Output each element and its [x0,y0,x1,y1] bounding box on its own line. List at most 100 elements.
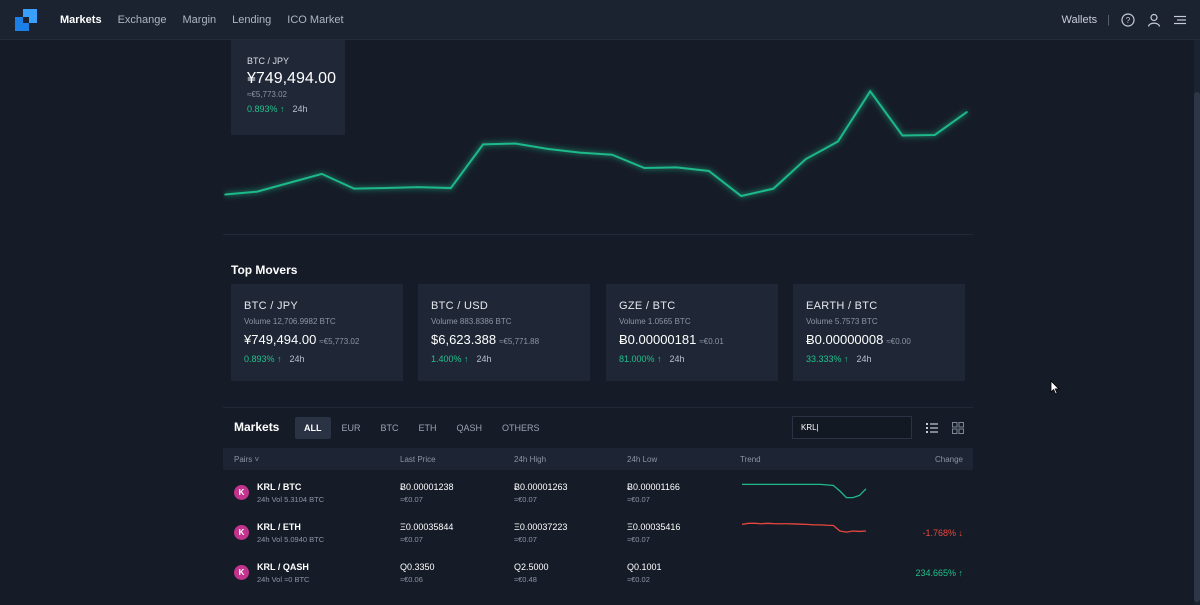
markets-table-header: Pairs ˅ Last Price 24h High 24h Low Tren… [223,448,973,470]
last-price: Q0.3350 [400,562,435,572]
price-point [837,140,839,143]
ticker-pair: BTC / JPY [247,56,290,66]
arrow-up-icon: ↑ [657,354,662,364]
high-price: Ƀ0.00001263 [514,482,568,492]
arrow-up-icon: ↑ [958,568,964,578]
price-point [643,167,646,169]
help-icon[interactable]: ? [1120,12,1136,28]
user-icon[interactable] [1146,12,1162,28]
price-point [708,170,710,172]
mover-pair: EARTH / BTC [806,300,878,312]
mover-pair: BTC / USD [431,300,489,312]
list-view-icon[interactable] [925,421,939,435]
table-row[interactable]: K KRL / ETH 24h Vol 5.0940 BTC Ξ0.000358… [223,512,973,552]
low-price-eur: ≈€0.07 [627,495,650,504]
price-point [514,142,517,145]
filter-tab-eur[interactable]: EUR [341,423,361,433]
mouse-cursor-icon [1050,380,1060,395]
mover-period: 24h [669,354,685,364]
price-point [933,134,936,136]
mover-change-value: 81.000% [619,354,655,364]
mover-eur: ≈€5,773.02 [319,337,360,346]
price-point [611,153,613,156]
mover-card-earth-btc[interactable]: EARTH / BTC Volume 5.7573 BTC Ƀ0.0000000… [793,284,965,381]
mover-period: 24h [476,354,492,364]
menu-icon[interactable] [1172,12,1188,28]
col-change[interactable]: Change [934,455,963,464]
ticker-change: 0.893% ↑ 24h [247,104,329,114]
price-point [385,187,388,189]
mover-card-btc-usd[interactable]: BTC / USD Volume 883.8386 BTC $6,623.388… [418,284,590,381]
mover-change-value: 1.400% [431,354,462,364]
filter-tab-others[interactable]: OTHERS [502,423,540,433]
filter-tab-btc[interactable]: BTC [380,423,399,433]
price-point [772,187,775,190]
col-24h-high[interactable]: 24h High [514,455,547,464]
pair-volume: 24h Vol ≈0 BTC [257,575,310,584]
last-price-eur: ≈€0.06 [400,575,423,584]
price-point [224,193,226,196]
btc-jpy-ticker[interactable]: BTC / JPY ¥749,494.00 ≈€5,773.02 0.893% … [231,40,345,135]
mover-volume: Volume 5.7573 BTC [806,317,878,326]
ticker-change-value: 0.893% [247,104,278,114]
mover-price: Ƀ0.00000181 [619,332,697,347]
mover-pair: BTC / JPY [244,300,299,312]
filter-tab-qash[interactable]: QASH [456,423,483,433]
price-chart [224,89,968,198]
mover-volume: Volume 883.8386 BTC [431,317,512,326]
top-navbar: Markets Exchange Margin Lending ICO Mark… [0,0,1200,40]
trend-sparkline [741,522,867,533]
scrollbar-thumb[interactable] [1194,92,1200,602]
markets-divider [223,407,973,408]
table-row[interactable]: K KRL / BTC 24h Vol 5.3104 BTC Ƀ0.000012… [223,472,973,512]
price-point [966,111,968,113]
high-price-eur: ≈€0.48 [514,575,537,584]
market-search-input[interactable]: KRL| [792,416,912,439]
col-pairs[interactable]: Pairs ˅ [234,455,260,464]
table-row[interactable]: K KRL / QASH 24h Vol ≈0 BTC Q0.3350 ≈€0.… [223,552,973,592]
nav-margin[interactable]: Margin [182,14,217,26]
page-scrollbar[interactable] [1194,40,1200,605]
mover-change-value: 33.333% [806,354,842,364]
nav-ico-market[interactable]: ICO Market [287,14,344,26]
mover-card-gze-btc[interactable]: GZE / BTC Volume 1.0565 BTC Ƀ0.00000181 ≈… [606,284,778,381]
trend-sparkline [742,483,867,499]
high-price: Q2.5000 [514,562,549,572]
liquid-logo-icon[interactable] [15,9,37,31]
low-price-eur: ≈€0.02 [627,575,650,584]
high-price-eur: ≈€0.07 [514,535,537,544]
col-last-price[interactable]: Last Price [400,455,436,464]
mover-price-row: $6,623.388 ≈€5,771.88 [431,331,577,349]
price-point [450,187,452,189]
filter-tab-eth[interactable]: ETH [418,423,437,433]
wallets-link[interactable]: Wallets [1061,14,1098,26]
last-price-eur: ≈€0.07 [400,535,423,544]
last-price: Ξ0.00035844 [400,522,454,532]
pair-volume: 24h Vol 5.0940 BTC [257,535,325,544]
high-price-eur: ≈€0.07 [514,495,537,504]
mover-period: 24h [856,354,872,364]
mover-change: 33.333% ↑ 24h [806,354,952,364]
price-point [804,158,807,160]
nav-lending[interactable]: Lending [232,14,272,26]
top-movers-title: Top Movers [231,263,298,277]
ticker-period: 24h [292,104,308,114]
trend-line [742,483,867,499]
markets-title: Markets [234,420,280,434]
price-point [482,143,484,146]
col-24h-low[interactable]: 24h Low [627,455,658,464]
mover-price-row: Ƀ0.00000181 ≈€0.01 [619,331,765,349]
mover-eur: ≈€0.00 [886,337,911,346]
price-point [320,173,323,175]
price-point [353,187,355,190]
grid-view-icon[interactable] [951,421,965,435]
mover-card-btc-jpy[interactable]: BTC / JPY Volume 12,706.9982 BTC ¥749,49… [231,284,403,381]
price-point [901,134,904,137]
nav-markets[interactable]: Markets [60,14,102,26]
price-point [740,195,742,197]
kryll-coin-icon: K [234,485,249,500]
nav-exchange[interactable]: Exchange [117,14,167,26]
filter-tab-all[interactable]: ALL [295,417,331,439]
arrow-up-icon: ↑ [844,354,849,364]
high-price: Ξ0.00037223 [514,522,568,532]
